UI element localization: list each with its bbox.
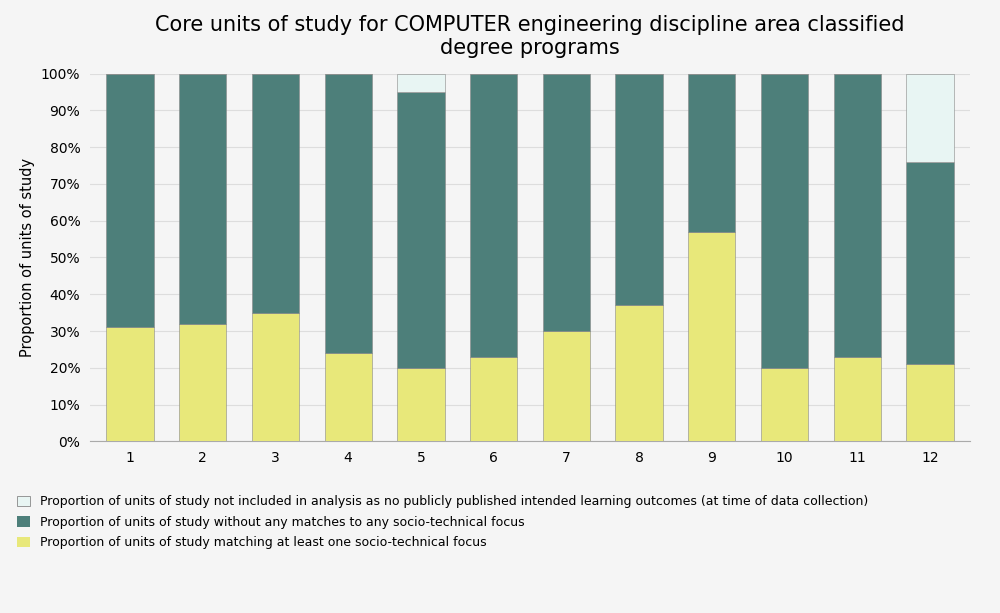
Bar <box>906 162 954 364</box>
Title: Core units of study for COMPUTER engineering discipline area classified
degree p: Core units of study for COMPUTER enginee… <box>155 15 905 58</box>
Bar <box>397 74 445 92</box>
Bar <box>761 74 808 368</box>
Bar <box>106 327 154 441</box>
Bar <box>615 74 663 305</box>
Bar <box>179 324 226 441</box>
Bar <box>906 74 954 162</box>
Bar <box>906 364 954 441</box>
Bar <box>688 232 735 441</box>
Legend: Proportion of units of study not included in analysis as no publicly published i: Proportion of units of study not include… <box>17 495 868 549</box>
Bar <box>761 368 808 441</box>
Bar <box>470 357 517 441</box>
Bar <box>834 74 881 357</box>
Bar <box>615 305 663 441</box>
Bar <box>397 368 445 441</box>
Bar <box>106 74 154 327</box>
Bar <box>325 74 372 353</box>
Bar <box>543 331 590 441</box>
Bar <box>543 74 590 331</box>
Y-axis label: Proportion of units of study: Proportion of units of study <box>20 158 35 357</box>
Bar <box>325 353 372 441</box>
Bar <box>179 74 226 324</box>
Bar <box>252 313 299 441</box>
Bar <box>252 74 299 313</box>
Bar <box>470 74 517 357</box>
Bar <box>688 74 735 232</box>
Bar <box>397 92 445 368</box>
Bar <box>834 357 881 441</box>
